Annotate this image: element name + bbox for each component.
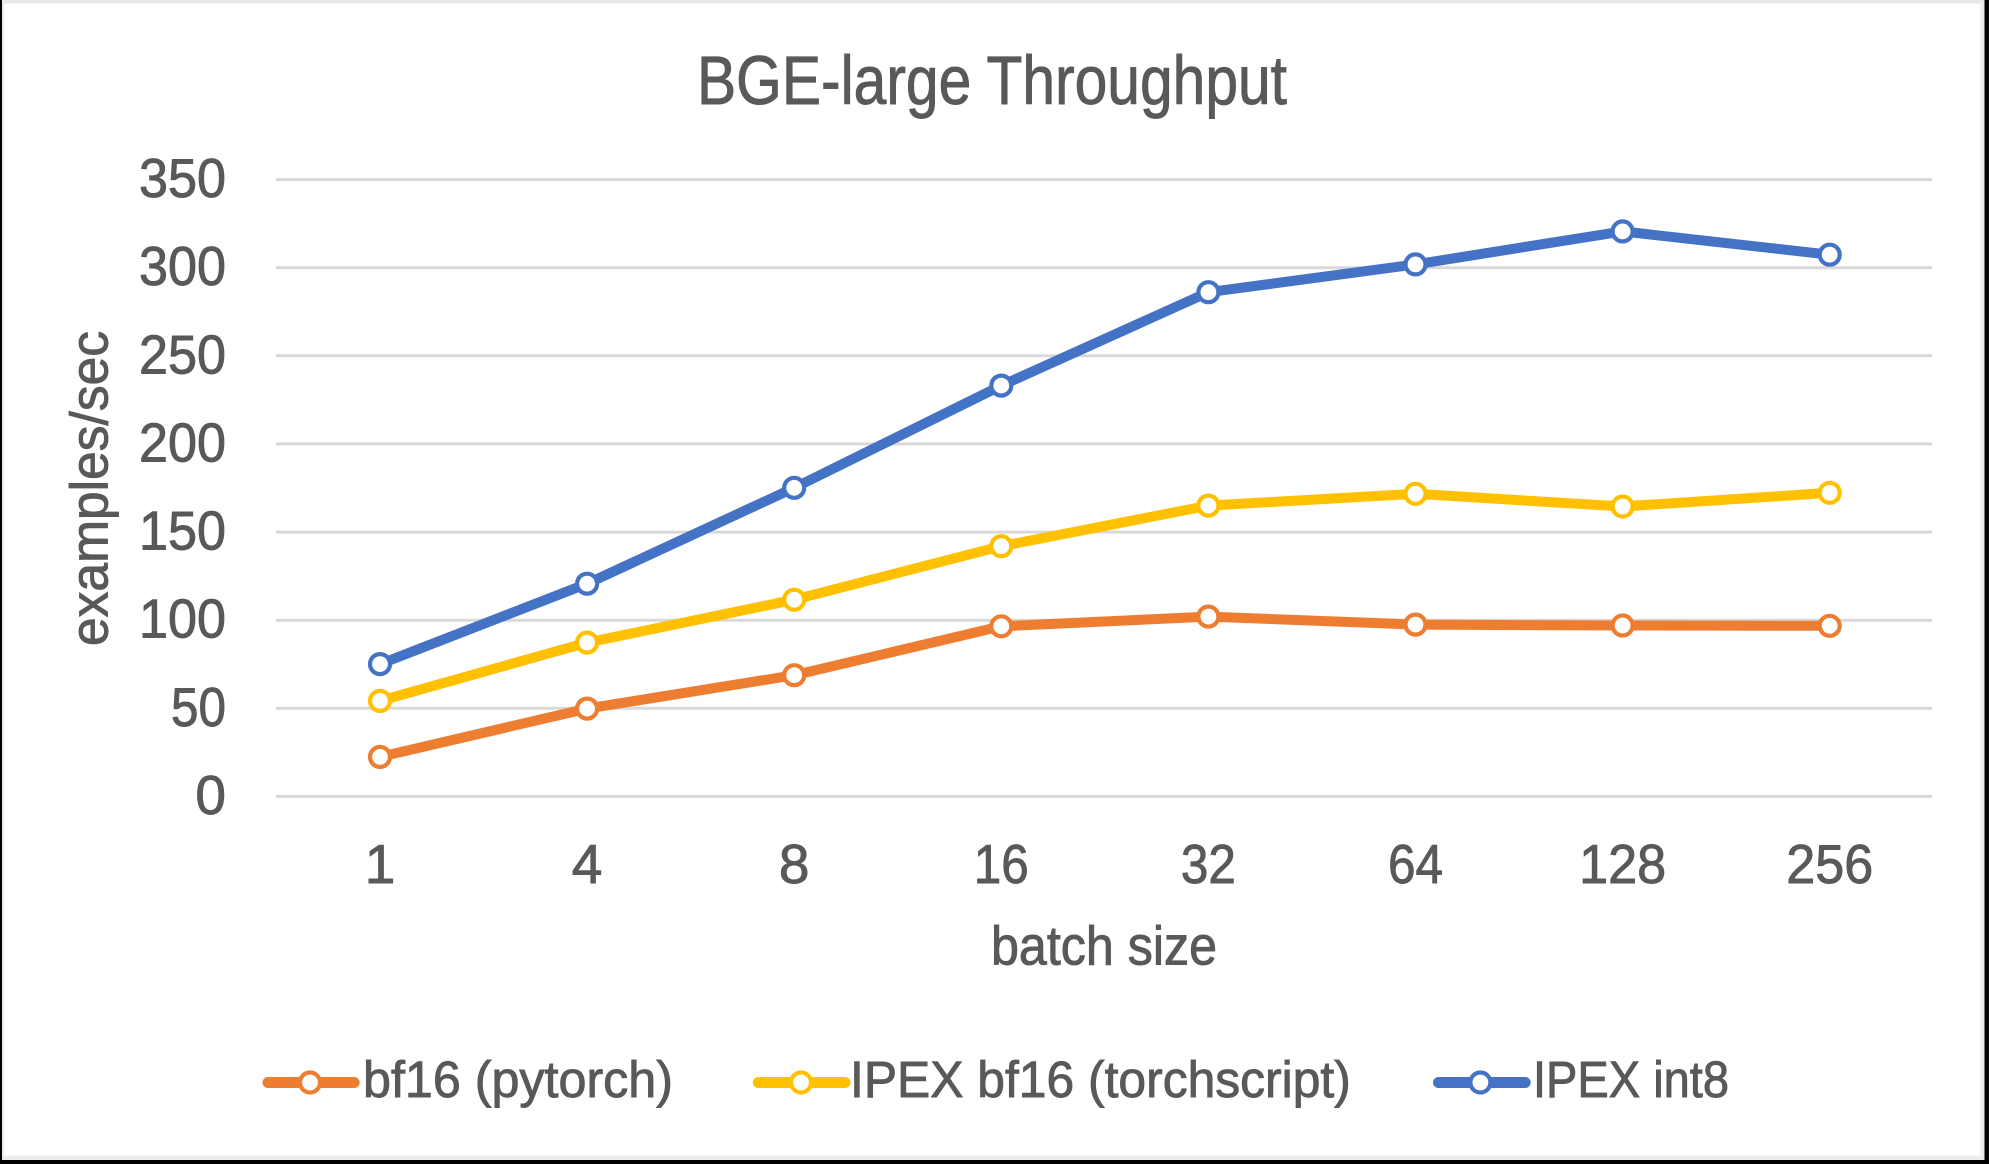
svg-text:256: 256 [1786, 833, 1873, 895]
svg-text:IPEX int8: IPEX int8 [1533, 1051, 1729, 1108]
svg-text:350: 350 [139, 147, 226, 209]
svg-text:100: 100 [139, 588, 226, 650]
svg-text:150: 150 [139, 500, 226, 562]
svg-text:250: 250 [139, 323, 226, 385]
svg-text:batch size: batch size [991, 915, 1217, 977]
svg-text:examples/sec: examples/sec [61, 331, 120, 646]
svg-text:4: 4 [572, 833, 603, 895]
svg-text:50: 50 [171, 676, 226, 738]
svg-text:8: 8 [779, 833, 810, 895]
svg-text:BGE-large Throughput: BGE-large Throughput [697, 42, 1287, 119]
svg-text:IPEX bf16 (torchscript): IPEX bf16 (torchscript) [850, 1051, 1351, 1108]
svg-text:32: 32 [1181, 833, 1236, 895]
svg-text:1: 1 [365, 833, 396, 895]
svg-text:300: 300 [139, 235, 226, 297]
svg-text:16: 16 [974, 833, 1029, 895]
svg-text:0: 0 [195, 764, 226, 826]
svg-text:bf16 (pytorch): bf16 (pytorch) [363, 1051, 673, 1108]
svg-text:128: 128 [1579, 833, 1666, 895]
svg-text:64: 64 [1388, 833, 1443, 895]
svg-text:200: 200 [139, 411, 226, 473]
